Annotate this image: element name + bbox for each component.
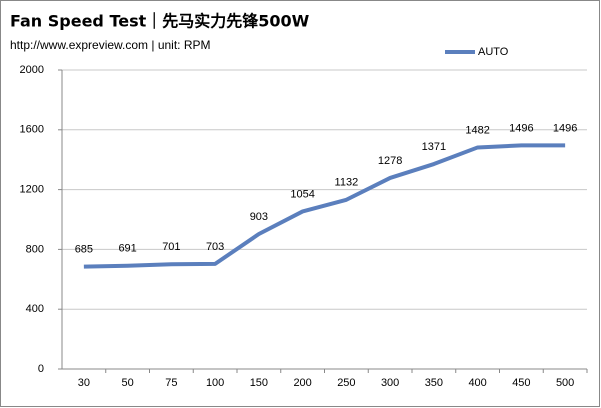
value-label: 1054 [290,188,314,200]
value-label: 903 [250,211,268,223]
value-label: 1482 [465,124,489,136]
x-tick-label: 350 [425,377,443,389]
x-tick-label: 300 [381,377,399,389]
x-tick-label: 500 [556,377,574,389]
x-tick-label: 50 [122,377,134,389]
x-tick-label: 100 [206,377,224,389]
x-tick-label: 400 [468,377,486,389]
value-label: 1496 [509,122,533,134]
chart-subtitle: http://www.expreview.com | unit: RPM [10,38,211,52]
value-label: 1371 [422,141,446,153]
y-tick-label: 0 [38,363,44,375]
value-label: 1132 [335,177,359,189]
value-label: 691 [118,243,136,255]
value-label: 1496 [553,122,577,134]
value-label: 1278 [378,155,402,167]
x-tick-label: 150 [250,377,268,389]
x-tick-label: 30 [78,377,90,389]
y-tick-label: 1200 [20,184,44,196]
chart-title: Fan Speed Test｜先马实力先锋500W [10,12,310,31]
legend-label: AUTO [478,46,509,58]
y-tick-label: 2000 [20,64,44,76]
y-tick-label: 400 [26,303,44,315]
value-label: 701 [162,241,180,253]
y-tick-label: 1600 [20,124,44,136]
x-tick-label: 200 [293,377,311,389]
line-series [83,143,566,269]
x-tick-label: 450 [512,377,530,389]
value-label: 685 [75,243,93,255]
value-label: 703 [206,241,224,253]
x-tick-label: 75 [165,377,177,389]
y-tick-label: 800 [26,243,44,255]
x-tick-label: 250 [337,377,355,389]
